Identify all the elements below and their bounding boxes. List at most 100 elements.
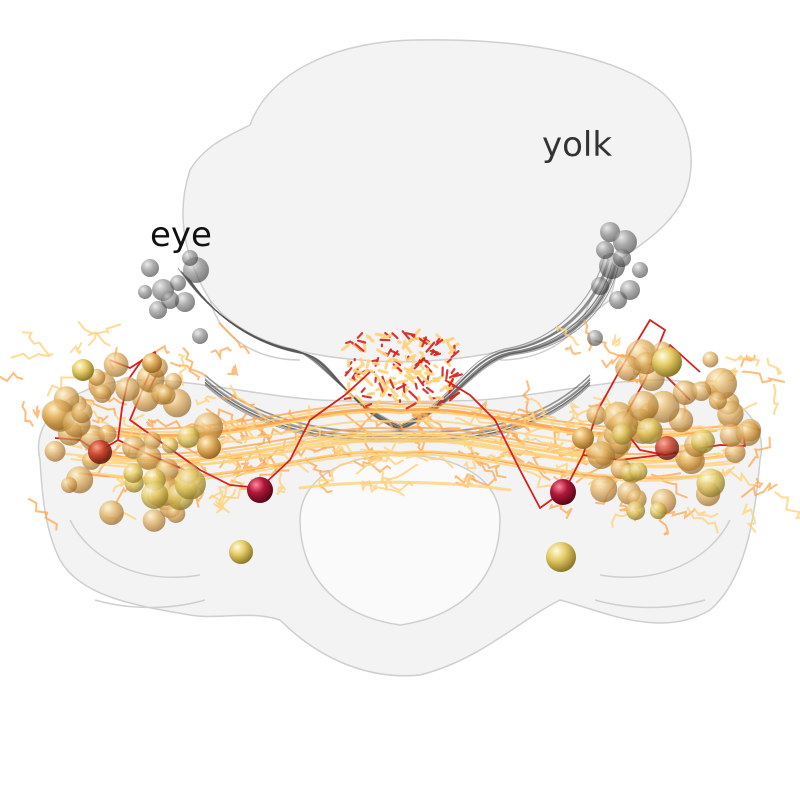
neuropil-fragment [445, 338, 452, 349]
neuropil-fragment [428, 395, 434, 401]
neurite-branch [92, 415, 109, 424]
neurite-branch [210, 346, 232, 361]
photoreceptor-soma [591, 277, 609, 295]
neuropil-fragment [380, 379, 388, 389]
photoreceptor-soma [175, 292, 195, 312]
neuron-soma [142, 509, 166, 532]
neuropil-fragment [389, 349, 400, 356]
neurite-branch [546, 444, 584, 459]
neuropil-fragment [381, 385, 390, 398]
neuron-soma [141, 481, 169, 509]
neurite-branch [462, 472, 474, 486]
neurite-branch [22, 331, 54, 356]
neuropil-fragment [365, 334, 375, 343]
neurite-branch [154, 344, 170, 355]
neuron-soma [93, 384, 112, 403]
neuron-soma [123, 463, 143, 484]
neuropil-fragment [405, 353, 417, 362]
neuropil-fragment [364, 377, 374, 387]
neuropil-fragment [446, 358, 452, 364]
neuropil-fragment [421, 379, 426, 384]
neuropil-fragment [363, 342, 367, 353]
neuropil-fragment [418, 337, 428, 345]
neuropil-fragment [391, 394, 399, 403]
neuropil-fragment [435, 338, 441, 343]
neuropil-fragment [430, 351, 435, 356]
neuron-soma [708, 391, 727, 410]
neuropil-fragment [439, 385, 448, 393]
yolk-mass [182, 39, 692, 363]
neuropil-fragment [365, 403, 373, 408]
neuropil-fragment [348, 377, 358, 383]
neurite-branch [741, 482, 778, 498]
neuropil-fragment [380, 333, 393, 341]
neuron-soma [586, 404, 607, 425]
neurite-branch [555, 325, 580, 346]
neuropil-fragment [374, 373, 383, 383]
neuropil-fragment [433, 364, 439, 369]
photoreceptor-soma [587, 330, 603, 346]
neuropil-fragment [416, 376, 425, 387]
neuron-soma [136, 444, 162, 470]
neuron-soma [115, 376, 140, 402]
neuropil-fragment [354, 394, 367, 407]
neuropil-fragment [435, 333, 446, 344]
neuron-soma [99, 500, 124, 525]
photoreceptor-soma [141, 259, 159, 277]
photoreceptor-soma [149, 301, 167, 319]
neuron-soma [691, 429, 715, 454]
photoreceptor-axon [180, 271, 401, 428]
photoreceptor-cell-bodies [138, 222, 648, 346]
neuropil-fragment [425, 341, 436, 353]
neuropil-fragment [411, 356, 416, 364]
photoreceptor-soma [138, 285, 152, 299]
central-neuropil-arbor [341, 328, 463, 410]
neuron-soma [61, 477, 78, 493]
photoreceptor-axon [204, 378, 591, 436]
neurite-branch [471, 424, 493, 434]
left-lobe-detail [69, 299, 301, 609]
neuropil-fragment [354, 374, 365, 381]
neurite-branch [361, 480, 378, 493]
neurite-branch [741, 503, 757, 533]
soma-crimson-right [550, 479, 576, 505]
neurite-branch [693, 507, 719, 518]
soma-tan-right-mid [572, 427, 594, 449]
neuropil-fragment [341, 343, 351, 352]
neurite-branch [686, 506, 719, 534]
soma-tan-left-mid [197, 435, 221, 459]
neuron-soma [696, 468, 725, 498]
neuron-soma [628, 390, 659, 422]
neuron-soma [672, 380, 698, 405]
neuropil-fragment [391, 364, 399, 370]
neuron-soma [636, 418, 663, 444]
neurite-branch [774, 491, 800, 520]
neuropil-fragment [444, 360, 452, 367]
neuropil-fragment [425, 340, 432, 346]
neurite-branch [227, 363, 239, 377]
neuropil-fragment [408, 336, 420, 343]
neuropil-fragment [401, 330, 412, 342]
neuropil-fragment [374, 399, 381, 410]
neuropil-fragment [360, 387, 366, 393]
neurite-branch [721, 468, 755, 487]
neuropil-fragment [425, 386, 434, 394]
neuropil-fragment [395, 383, 407, 391]
neuropil-fragment [414, 357, 426, 367]
neuropil-fragment [392, 357, 404, 365]
neuron-soma [724, 442, 746, 463]
soma-tan-left-high [142, 353, 162, 373]
neurite-branch [182, 347, 201, 381]
neuropil-fragment [345, 340, 352, 345]
neuropil-fragment [449, 391, 460, 402]
neuron-soma [164, 372, 182, 390]
neurite-branch [356, 442, 396, 475]
neurite-branch [10, 352, 51, 360]
neuropil-fragment [404, 332, 416, 337]
neuron-soma [611, 423, 633, 445]
neuropil-fragment [407, 367, 413, 372]
neuropil-fragment [408, 390, 419, 401]
neurite-branch [318, 458, 357, 486]
neuropil-fragment [435, 396, 445, 401]
